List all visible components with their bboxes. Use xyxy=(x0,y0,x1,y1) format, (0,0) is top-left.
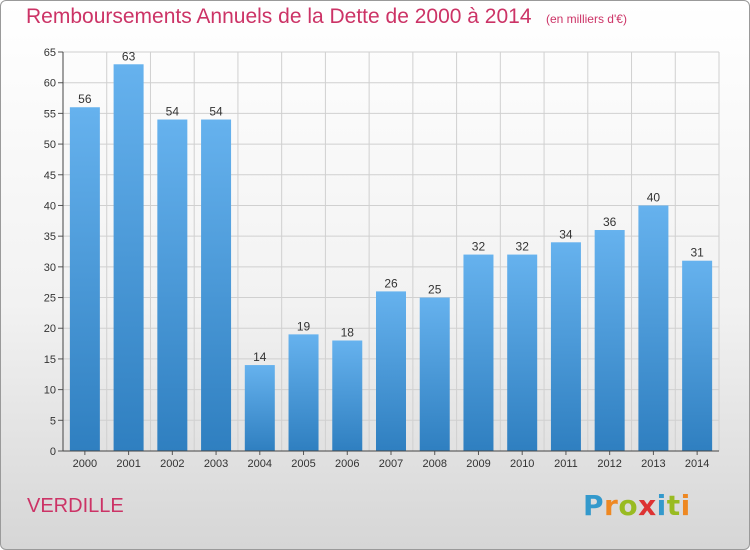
axis-layer xyxy=(58,51,719,455)
x-tick-label: 2006 xyxy=(335,458,359,470)
y-tick-label: 40 xyxy=(44,200,56,212)
y-tick-label: 15 xyxy=(44,354,56,366)
bar-value-label: 40 xyxy=(647,190,661,204)
x-tick-label: 2000 xyxy=(73,458,97,470)
y-tick-label: 0 xyxy=(50,446,56,458)
bar xyxy=(682,260,713,451)
bar xyxy=(463,254,494,451)
brand-letter: P xyxy=(583,489,605,522)
bar xyxy=(157,119,188,452)
bar-value-label: 26 xyxy=(384,276,398,290)
x-tick-label: 2007 xyxy=(379,458,403,470)
bar xyxy=(419,297,450,451)
y-tick-label: 35 xyxy=(44,231,56,243)
y-tick-label: 55 xyxy=(44,108,56,120)
bar xyxy=(594,230,625,451)
y-tick-label: 45 xyxy=(44,170,56,182)
y-tick-label: 20 xyxy=(44,323,56,335)
x-tick-label: 2012 xyxy=(597,458,621,470)
bar-value-label: 25 xyxy=(428,283,442,297)
title-block: Remboursements Annuels de la Dette de 20… xyxy=(26,5,627,29)
bar-value-label: 34 xyxy=(559,227,573,241)
bar-value-label: 36 xyxy=(603,215,617,229)
chart-subtitle: (en milliers d'€) xyxy=(545,12,627,26)
y-tick-label: 65 xyxy=(44,47,56,59)
x-tick-label: 2003 xyxy=(204,458,228,470)
x-tick-label: 2001 xyxy=(116,458,140,470)
x-tick-label: 2008 xyxy=(422,458,446,470)
bar xyxy=(244,365,275,451)
bar-value-label: 31 xyxy=(690,246,704,260)
y-tick-label: 10 xyxy=(44,385,56,397)
bar xyxy=(507,254,538,451)
bars-layer xyxy=(69,64,713,452)
x-tick-label: 2005 xyxy=(291,458,315,470)
x-tick-label: 2009 xyxy=(466,458,490,470)
y-tick-label: 30 xyxy=(44,262,56,274)
labels-layer: 0 5 10 15 20 25 30 35 40 45 50 55 60 65 56 2000 63 2001 54… xyxy=(44,47,710,470)
brand-letter: o xyxy=(618,489,639,522)
bar-value-label: 32 xyxy=(516,240,530,254)
commune-name: VERDILLE xyxy=(27,495,124,517)
brand-letter: r xyxy=(604,489,619,522)
brand-letter: x xyxy=(638,489,657,522)
x-tick-label: 2014 xyxy=(685,458,709,470)
bar-value-label: 19 xyxy=(297,319,311,333)
x-tick-label: 2013 xyxy=(641,458,665,470)
brand-letter: t xyxy=(666,489,681,522)
chart-title: Remboursements Annuels de la Dette de 20… xyxy=(26,5,532,28)
bar xyxy=(201,119,232,452)
x-tick-label: 2011 xyxy=(554,458,578,470)
bar xyxy=(69,107,100,451)
y-tick-label: 50 xyxy=(44,139,56,151)
brand-letter: i xyxy=(656,489,667,522)
y-tick-label: 60 xyxy=(44,78,56,90)
bar xyxy=(332,340,363,451)
bar-value-label: 54 xyxy=(166,105,180,119)
bar xyxy=(113,64,144,452)
bar-value-label: 63 xyxy=(122,49,136,63)
bar xyxy=(638,205,669,451)
bar-value-label: 56 xyxy=(78,92,92,106)
brand-letter: i xyxy=(680,489,691,522)
bar-value-label: 32 xyxy=(472,240,486,254)
x-tick-label: 2010 xyxy=(510,458,534,470)
bar-value-label: 14 xyxy=(253,350,267,364)
brand-logo: Proxiti xyxy=(583,489,691,522)
y-tick-label: 25 xyxy=(44,293,56,305)
bar-value-label: 54 xyxy=(209,105,223,119)
bar xyxy=(550,242,581,451)
bar xyxy=(288,334,319,451)
bar-value-label: 18 xyxy=(341,326,355,340)
y-tick-label: 5 xyxy=(50,415,56,427)
x-tick-label: 2002 xyxy=(160,458,184,470)
bar xyxy=(376,291,406,451)
x-tick-label: 2004 xyxy=(248,458,272,470)
